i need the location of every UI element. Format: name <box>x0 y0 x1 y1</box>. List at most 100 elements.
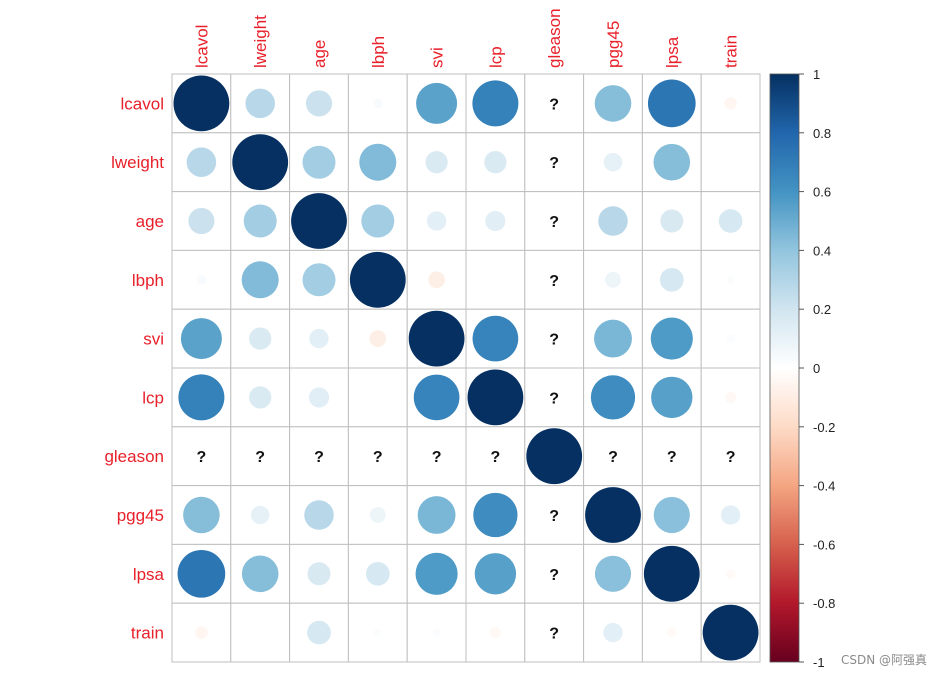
correlation-circle <box>426 211 447 231</box>
colorbar-tick-label: 0.2 <box>813 302 831 317</box>
colorbar-tick-label: -0.4 <box>813 479 835 494</box>
correlation-circle <box>250 505 270 525</box>
row-label: pgg45 <box>117 506 164 525</box>
missing-marker: ? <box>549 390 559 407</box>
correlation-circle <box>243 204 277 238</box>
row-label: age <box>136 212 164 231</box>
grid-cell <box>230 426 291 487</box>
correlation-circle <box>489 627 501 639</box>
colorbar <box>769 73 800 663</box>
grid-cell <box>347 426 408 487</box>
correlation-circle <box>416 82 458 124</box>
missing-marker: ? <box>549 214 559 231</box>
correlation-circle <box>718 209 743 233</box>
correlation-circle <box>249 386 272 409</box>
missing-marker: ? <box>667 449 677 466</box>
correlation-circle <box>725 391 737 403</box>
column-label: train <box>722 35 741 68</box>
correlation-circle <box>647 79 696 128</box>
missing-marker: ? <box>726 449 736 466</box>
missing-marker: ? <box>549 273 559 290</box>
correlation-circle <box>369 507 386 523</box>
correlation-circle <box>241 261 279 299</box>
correlation-circle <box>307 620 331 645</box>
watermark: CSDN @阿强真 <box>840 653 927 667</box>
grid-cell <box>524 543 585 604</box>
correlation-circle <box>590 375 636 420</box>
correlation-circle <box>653 143 691 181</box>
correlation-circle <box>724 97 737 110</box>
correlation-circle <box>415 552 458 595</box>
missing-marker: ? <box>491 449 501 466</box>
correlation-circle <box>659 267 684 292</box>
missing-marker: ? <box>549 96 559 113</box>
correlation-circle <box>653 496 690 534</box>
missing-marker: ? <box>373 449 383 466</box>
correlation-circle <box>598 206 628 236</box>
correlation-circle <box>413 374 460 421</box>
row-label: train <box>131 624 164 643</box>
grid-cell <box>700 132 761 193</box>
correlation-circle <box>726 334 735 343</box>
correlation-circle <box>188 207 215 235</box>
colorbar-tick-label: -0.8 <box>813 596 835 611</box>
correlation-circle <box>183 496 220 534</box>
correlation-circle <box>643 545 700 602</box>
correlation-circle <box>594 555 632 592</box>
correlation-circle <box>473 492 518 538</box>
correlation-circle <box>408 310 465 367</box>
correlation-circle <box>186 147 217 177</box>
column-label: lcp <box>486 46 505 68</box>
correlation-circle <box>526 428 583 485</box>
correlation-circle <box>245 88 275 119</box>
column-label: lcavol <box>192 25 211 68</box>
grid-cell <box>583 73 643 134</box>
row-label: lweight <box>111 153 164 172</box>
correlation-circle <box>467 369 524 426</box>
correlation-circle <box>349 251 406 308</box>
column-label: age <box>310 40 329 68</box>
correlation-circle <box>373 628 382 637</box>
column-label: pgg45 <box>604 21 623 68</box>
correlation-circle <box>372 98 383 109</box>
correlation-circle <box>178 374 225 421</box>
correlation-circle <box>232 134 289 191</box>
grid-cell <box>524 367 585 428</box>
correlation-circle <box>472 80 519 127</box>
correlation-circle <box>585 487 641 543</box>
correlation-circle <box>305 90 333 117</box>
correlation-circle <box>605 271 621 288</box>
correlation-circle <box>660 209 684 233</box>
row-label: gleason <box>104 447 164 466</box>
grid-cell <box>347 367 408 428</box>
grid-cell <box>230 602 291 663</box>
missing-marker: ? <box>432 449 442 466</box>
correlation-circle <box>484 151 507 174</box>
correlation-circle <box>651 376 693 419</box>
correlation-circle <box>650 317 693 360</box>
correlation-circle <box>180 318 222 360</box>
missing-marker: ? <box>255 449 265 466</box>
correlation-circle <box>177 549 226 598</box>
row-label: svi <box>143 330 164 349</box>
grid-cell <box>524 485 585 545</box>
missing-marker: ? <box>549 155 559 172</box>
correlation-circle <box>603 622 623 643</box>
correlation-circle <box>474 553 517 595</box>
missing-marker: ? <box>549 626 559 643</box>
missing-marker: ? <box>197 449 207 466</box>
missing-marker: ? <box>314 449 324 466</box>
column-label: lpsa <box>663 36 682 68</box>
grid-cell <box>700 426 761 487</box>
row-label: lpsa <box>133 565 165 584</box>
correlation-circle <box>195 626 208 639</box>
missing-marker: ? <box>549 508 559 525</box>
grid-cell <box>524 602 585 663</box>
row-label: lbph <box>132 271 164 290</box>
correlation-circle <box>302 145 336 179</box>
correlation-circle <box>359 143 397 181</box>
correlation-circle <box>428 271 445 289</box>
correlation-circle <box>425 151 448 174</box>
column-label: gleason <box>545 8 564 68</box>
missing-marker: ? <box>549 567 559 584</box>
